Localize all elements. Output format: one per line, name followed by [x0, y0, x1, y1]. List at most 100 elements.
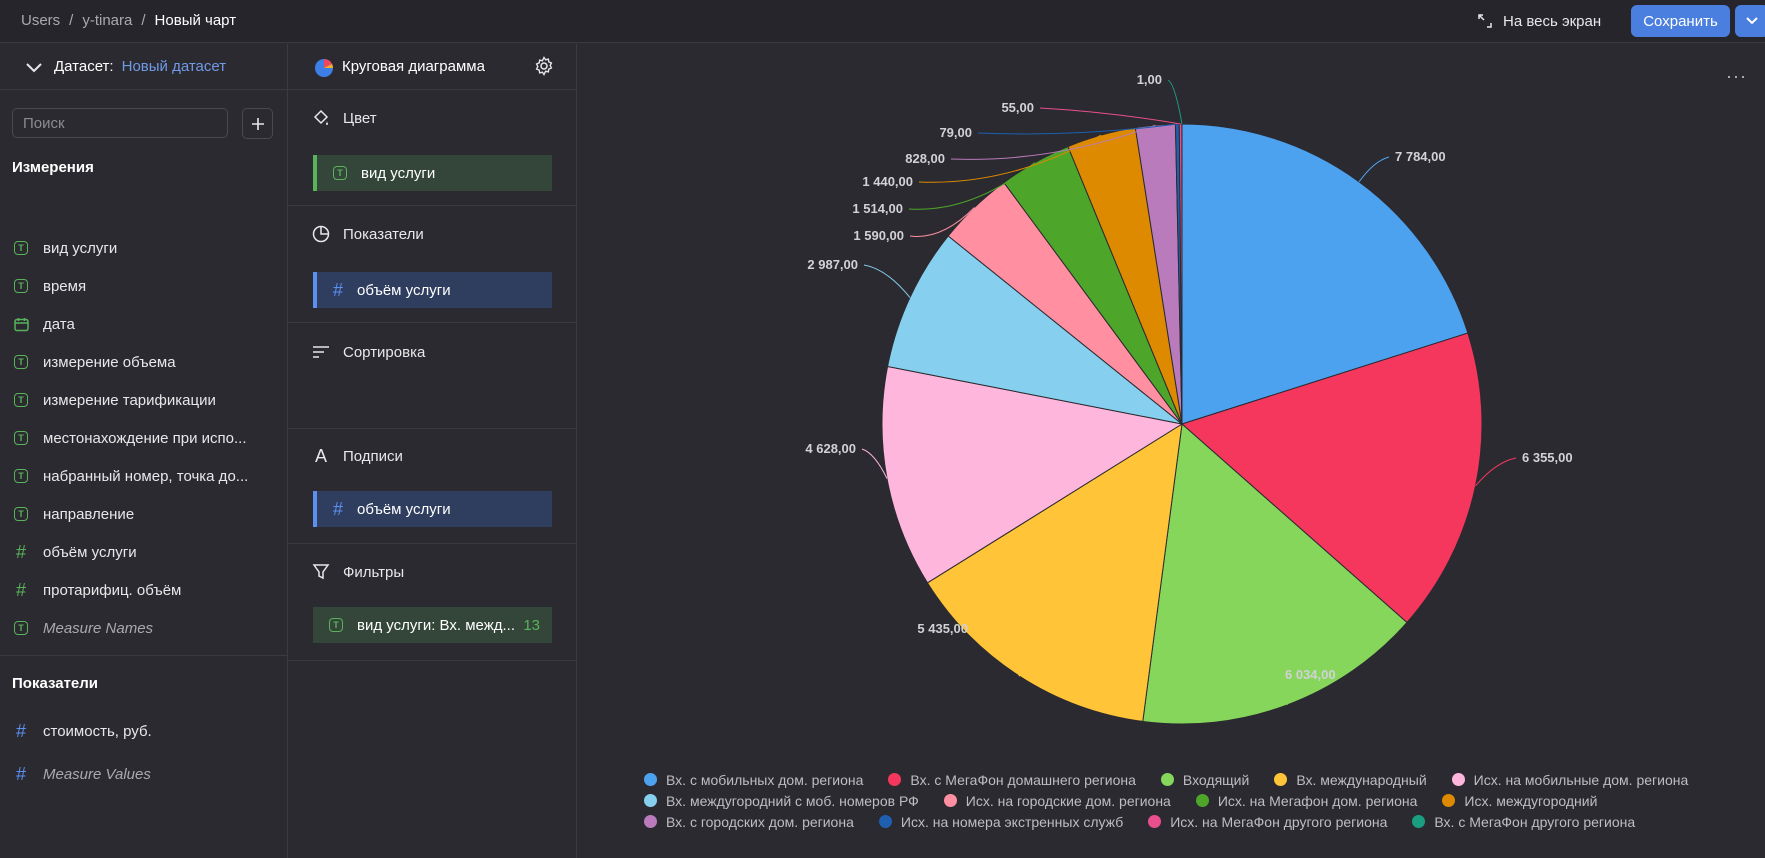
measure-field-chip[interactable]: # объём услуги [313, 272, 552, 308]
chevron-down-icon [1746, 17, 1758, 25]
number-type-icon: # [15, 541, 26, 562]
dimension-field-label: объём услуги [43, 543, 137, 561]
chart-type-selector[interactable]: Круговая диаграмма [288, 44, 576, 90]
data-label: 6 355,00 [1522, 450, 1573, 465]
save-options-button[interactable] [1735, 5, 1765, 37]
measure-field-label: объём услуги [357, 281, 451, 299]
sort-title: Сортировка [343, 343, 426, 361]
labels-field-chip[interactable]: # объём услуги [313, 491, 552, 527]
chart-settings-panel: Круговая диаграмма Цвет T вид услуги Пок… [288, 44, 577, 858]
measure-field-label: стоимость, руб. [43, 722, 152, 740]
legend-item[interactable]: Вх. междугородний с моб. номеров РФ [644, 793, 919, 809]
legend-item[interactable]: Вх. с МегаФон другого региона [1412, 814, 1635, 830]
legend-item[interactable]: Исх. на номера экстренных служб [878, 814, 1123, 830]
more-options-icon[interactable]: ··· [1726, 66, 1747, 86]
legend-swatch [1274, 773, 1288, 786]
text-type-icon: T [329, 618, 343, 632]
legend-label: Вх. междугородний с моб. номеров РФ [666, 792, 919, 809]
filter-icon [311, 562, 331, 582]
measure-field[interactable]: # Measure Values [12, 762, 151, 786]
number-type-icon: # [333, 498, 344, 519]
filter-count: 13 [523, 616, 540, 634]
labels-section-header: A Подписи [311, 446, 403, 466]
expand-icon [1478, 14, 1492, 28]
measure-field[interactable]: # стоимость, руб. [12, 719, 152, 743]
color-section: Цвет T вид услуги [288, 89, 576, 206]
measures-title: Показатели [12, 675, 99, 692]
dimension-field[interactable]: дата [12, 312, 75, 336]
legend-swatch [1148, 815, 1162, 828]
pie-slice[interactable] [1181, 123, 1469, 425]
label-connector [973, 628, 1021, 677]
legend-item[interactable]: Исх. на МегаФон другого региона [1148, 814, 1387, 830]
search-input[interactable] [12, 108, 228, 138]
text-type-icon: T [14, 621, 28, 635]
data-label: 4 628,00 [805, 441, 856, 456]
breadcrumb-folder[interactable]: y-tinara [82, 12, 133, 29]
data-label: 1 440,00 [862, 174, 913, 189]
color-section-header: Цвет [311, 108, 377, 128]
add-field-button[interactable] [242, 108, 273, 139]
dimension-field[interactable]: T Measure Names [12, 616, 153, 640]
sort-section-header: Сортировка [311, 342, 425, 362]
color-field-label: вид услуги [361, 164, 436, 182]
gear-icon[interactable] [534, 56, 554, 76]
fullscreen-button[interactable]: На весь экран [1477, 10, 1601, 32]
text-type-icon: T [333, 166, 347, 180]
label-connector [1278, 674, 1288, 706]
chart-legend: Вх. с мобильных дом. региона Вх. с МегаФо… [644, 769, 1754, 832]
text-type-icon: T [14, 241, 28, 255]
filters-section-header: Фильтры [311, 562, 404, 582]
dataset-selector[interactable]: Датасет: Новый датасет [0, 44, 287, 90]
dataset-name[interactable]: Новый датасет [121, 58, 227, 75]
breadcrumb-separator: / [69, 12, 74, 29]
legend-swatch [888, 773, 902, 786]
fullscreen-label: На весь экран [1503, 12, 1602, 30]
legend-item[interactable]: Исх. на городские дом. региона [943, 792, 1171, 809]
dimension-field-label: измерение тарификации [43, 391, 216, 409]
legend-swatch [644, 773, 657, 786]
filter-chip[interactable]: T вид услуги: Вх. межд... 13 [313, 607, 552, 643]
save-button[interactable]: Сохранить [1631, 5, 1730, 37]
dimension-field-label: протарифиц. объём [43, 581, 182, 599]
label-connector [1358, 156, 1390, 183]
pie-slice[interactable] [1181, 332, 1483, 624]
data-label: 6 034,00 [1285, 667, 1336, 682]
color-field-chip[interactable]: T вид услуги [313, 155, 552, 191]
dimension-field[interactable]: # протарифиц. объём [12, 578, 181, 602]
legend-item[interactable]: Вх. с мобильных дом. региона [644, 772, 863, 788]
dimension-field[interactable]: # объём услуги [12, 540, 137, 564]
label-connector [863, 264, 911, 298]
legend-label: Исх. на городские дом. региона [965, 792, 1171, 809]
legend-item[interactable]: Вх. международный [1274, 772, 1427, 788]
sort-section: Сортировка [288, 322, 576, 429]
legend-item[interactable]: Входящий [1160, 772, 1249, 788]
dataset-label: Датасет: [54, 58, 114, 75]
label-connector [1475, 457, 1517, 487]
legend-swatch [1412, 815, 1426, 828]
legend-item[interactable]: Вх. с МегаФон домашнего региона [888, 772, 1136, 788]
data-label: 1 590,00 [853, 228, 904, 243]
chart-area: ··· 7 784,00 6 355,00 6 034,00 5 435,00 4 62… [578, 44, 1765, 858]
label-connector [861, 448, 888, 479]
pie-slice[interactable] [886, 235, 1183, 425]
legend-item[interactable]: Исх. междугородний [1442, 793, 1597, 809]
breadcrumb-users[interactable]: Users [21, 12, 61, 29]
legend-item[interactable]: Исх. на мобильные дом. региона [1451, 772, 1688, 788]
text-type-icon: T [14, 469, 28, 483]
number-type-icon: # [15, 763, 26, 784]
filters-title: Фильтры [343, 563, 405, 581]
legend-item[interactable]: Исх. на Мегафон дом. региона [1195, 793, 1417, 809]
data-label: 55,00 [1001, 100, 1034, 115]
dimension-field-label: дата [43, 315, 75, 333]
pie-outline-icon [311, 224, 331, 244]
legend-item[interactable]: Вх. с городских дом. региона [644, 814, 854, 830]
dimension-field-label: направление [43, 505, 135, 523]
